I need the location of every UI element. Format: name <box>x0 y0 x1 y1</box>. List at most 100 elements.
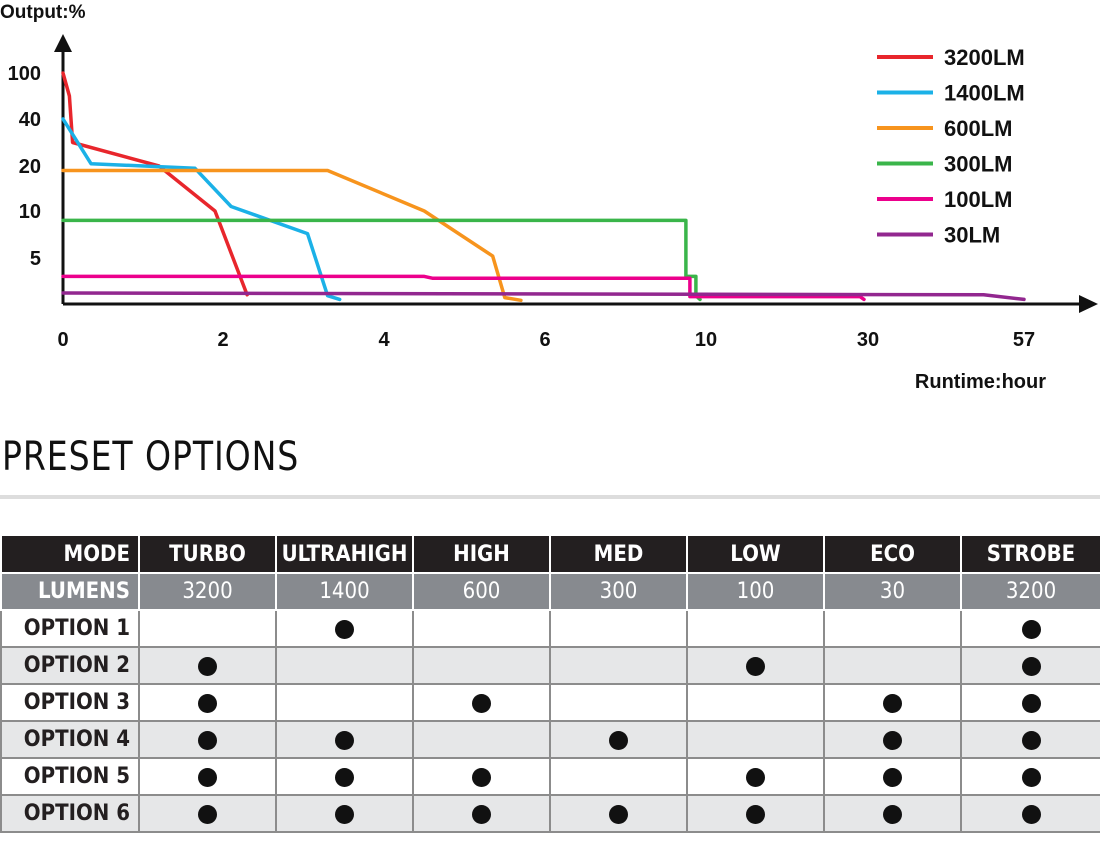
mode-header-turbo: TURBO <box>138 534 277 574</box>
option-cell <box>412 794 551 833</box>
enabled-dot-icon <box>198 767 217 787</box>
option-cell <box>686 757 825 796</box>
series-line-30lm <box>61 291 1026 302</box>
x-tick-label: 0 <box>57 329 68 351</box>
option-row: OPTION 5 <box>0 757 1100 796</box>
enabled-dot-icon <box>335 767 354 787</box>
option-cell <box>412 609 551 648</box>
enabled-dot-icon <box>1021 693 1041 713</box>
enabled-dot-icon <box>746 656 765 676</box>
mode-label: MODE <box>0 534 140 574</box>
enabled-dot-icon <box>1021 656 1041 676</box>
enabled-dot-icon <box>472 693 491 713</box>
legend-label: 100LM <box>944 187 1012 212</box>
option-cell <box>275 720 414 759</box>
chart-axes <box>54 34 1098 313</box>
enabled-dot-icon <box>1021 619 1041 639</box>
enabled-dot-icon <box>335 804 354 824</box>
lumens-value: 3200 <box>960 572 1100 611</box>
option-cell <box>549 720 688 759</box>
option-label: OPTION 6 <box>0 794 140 833</box>
option-cell <box>686 720 825 759</box>
enabled-dot-icon <box>472 767 491 787</box>
y-tick-label: 40 <box>19 109 41 131</box>
enabled-dot-icon <box>883 730 902 750</box>
option-cell <box>412 646 551 685</box>
option-cell <box>275 794 414 833</box>
enabled-dot-icon <box>335 730 354 750</box>
y-tick-labels: 100 40 20 10 5 <box>8 63 41 270</box>
option-cell <box>960 609 1100 648</box>
series-line-300lm <box>61 218 702 302</box>
option-cell <box>960 720 1100 759</box>
option-cell <box>138 609 277 648</box>
legend-label: 600LM <box>944 116 1012 141</box>
option-cell <box>275 757 414 796</box>
mode-header-ultrahigh: ULTRAHIGH <box>275 534 414 574</box>
option-cell <box>686 683 825 722</box>
option-row: OPTION 2 <box>0 646 1100 685</box>
option-rows: OPTION 1 OPTION 2 OPTION 3 OPTION 4 OPTION 5… <box>0 609 1100 833</box>
lumens-value: 3200 <box>138 572 277 611</box>
mode-header-eco: ECO <box>823 534 962 574</box>
option-cell <box>275 646 414 685</box>
mode-header-high: HIGH <box>412 534 551 574</box>
x-tick-label: 10 <box>695 329 717 351</box>
option-cell <box>686 794 825 833</box>
option-label: OPTION 3 <box>0 683 140 722</box>
x-tick-label: 30 <box>857 329 879 351</box>
option-label: OPTION 5 <box>0 757 140 796</box>
option-cell <box>549 646 688 685</box>
option-row: OPTION 4 <box>0 720 1100 759</box>
x-axis-label: Runtime:hour <box>915 371 1046 393</box>
option-cell <box>138 757 277 796</box>
enabled-dot-icon <box>883 693 902 713</box>
section-title: PRESET OPTIONS <box>2 434 300 480</box>
option-cell <box>960 683 1100 722</box>
x-tick-labels: 0 2 4 6 10 30 57 <box>57 329 1035 351</box>
enabled-dot-icon <box>1021 767 1041 787</box>
runtime-chart: Output:% Runtime:hour 100 40 20 10 5 0 2 4 6 10 3… <box>0 2 1098 393</box>
enabled-dot-icon <box>746 804 765 824</box>
lumens-header-row: LUMENS 3200 1400 600 300 100 30 3200 <box>0 572 1100 611</box>
y-tick-label: 20 <box>19 156 41 178</box>
option-cell <box>138 794 277 833</box>
option-label: OPTION 1 <box>0 609 140 648</box>
x-tick-label: 57 <box>1013 329 1035 351</box>
x-tick-label: 2 <box>217 329 228 351</box>
lumens-value: 600 <box>412 572 551 611</box>
option-row: OPTION 6 <box>0 794 1100 833</box>
lumens-label: LUMENS <box>0 572 140 611</box>
option-cell <box>686 609 825 648</box>
legend-label: 3200LM <box>944 45 1025 70</box>
series-line-100lm <box>61 274 866 302</box>
option-cell <box>549 757 688 796</box>
lumens-value: 1400 <box>275 572 414 611</box>
option-cell <box>823 794 962 833</box>
legend-label: 30LM <box>944 223 1000 248</box>
enabled-dot-icon <box>198 656 217 676</box>
option-row: OPTION 3 <box>0 683 1100 722</box>
option-cell <box>412 683 551 722</box>
enabled-dot-icon <box>198 693 217 713</box>
x-axis-arrow <box>1079 295 1098 313</box>
mode-header-row: MODE TURBO ULTRAHIGH HIGH MED LOW ECO STROBE <box>0 534 1100 574</box>
option-cell <box>823 757 962 796</box>
mode-header-low: LOW <box>686 534 825 574</box>
chart-legend: 3200LM 1400LM 600LM 300LM 100LM 30LM <box>877 45 1025 248</box>
option-cell <box>275 683 414 722</box>
option-cell <box>138 683 277 722</box>
y-tick-label: 100 <box>8 63 41 85</box>
enabled-dot-icon <box>1021 730 1041 750</box>
y-axis-arrow <box>54 34 72 52</box>
section-divider <box>0 495 1100 499</box>
enabled-dot-icon <box>883 767 902 787</box>
lumens-value: 30 <box>823 572 962 611</box>
option-row: OPTION 1 <box>0 609 1100 648</box>
x-tick-label: 4 <box>378 329 390 351</box>
option-label: OPTION 2 <box>0 646 140 685</box>
option-cell <box>960 646 1100 685</box>
option-cell <box>549 609 688 648</box>
option-cell <box>549 683 688 722</box>
option-cell <box>138 646 277 685</box>
